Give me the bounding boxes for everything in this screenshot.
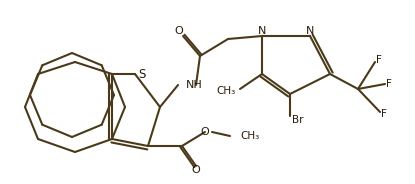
Text: O: O xyxy=(200,127,210,137)
Text: CH₃: CH₃ xyxy=(217,86,236,96)
Text: F: F xyxy=(386,79,392,89)
Text: O: O xyxy=(175,26,183,36)
Text: N: N xyxy=(306,26,314,36)
Text: O: O xyxy=(192,165,200,175)
Text: N: N xyxy=(258,26,266,36)
Text: F: F xyxy=(376,55,382,65)
Text: S: S xyxy=(138,68,145,81)
Text: Br: Br xyxy=(292,115,303,125)
Text: NH: NH xyxy=(186,80,203,90)
Text: F: F xyxy=(381,109,387,119)
Text: CH₃: CH₃ xyxy=(240,131,259,141)
